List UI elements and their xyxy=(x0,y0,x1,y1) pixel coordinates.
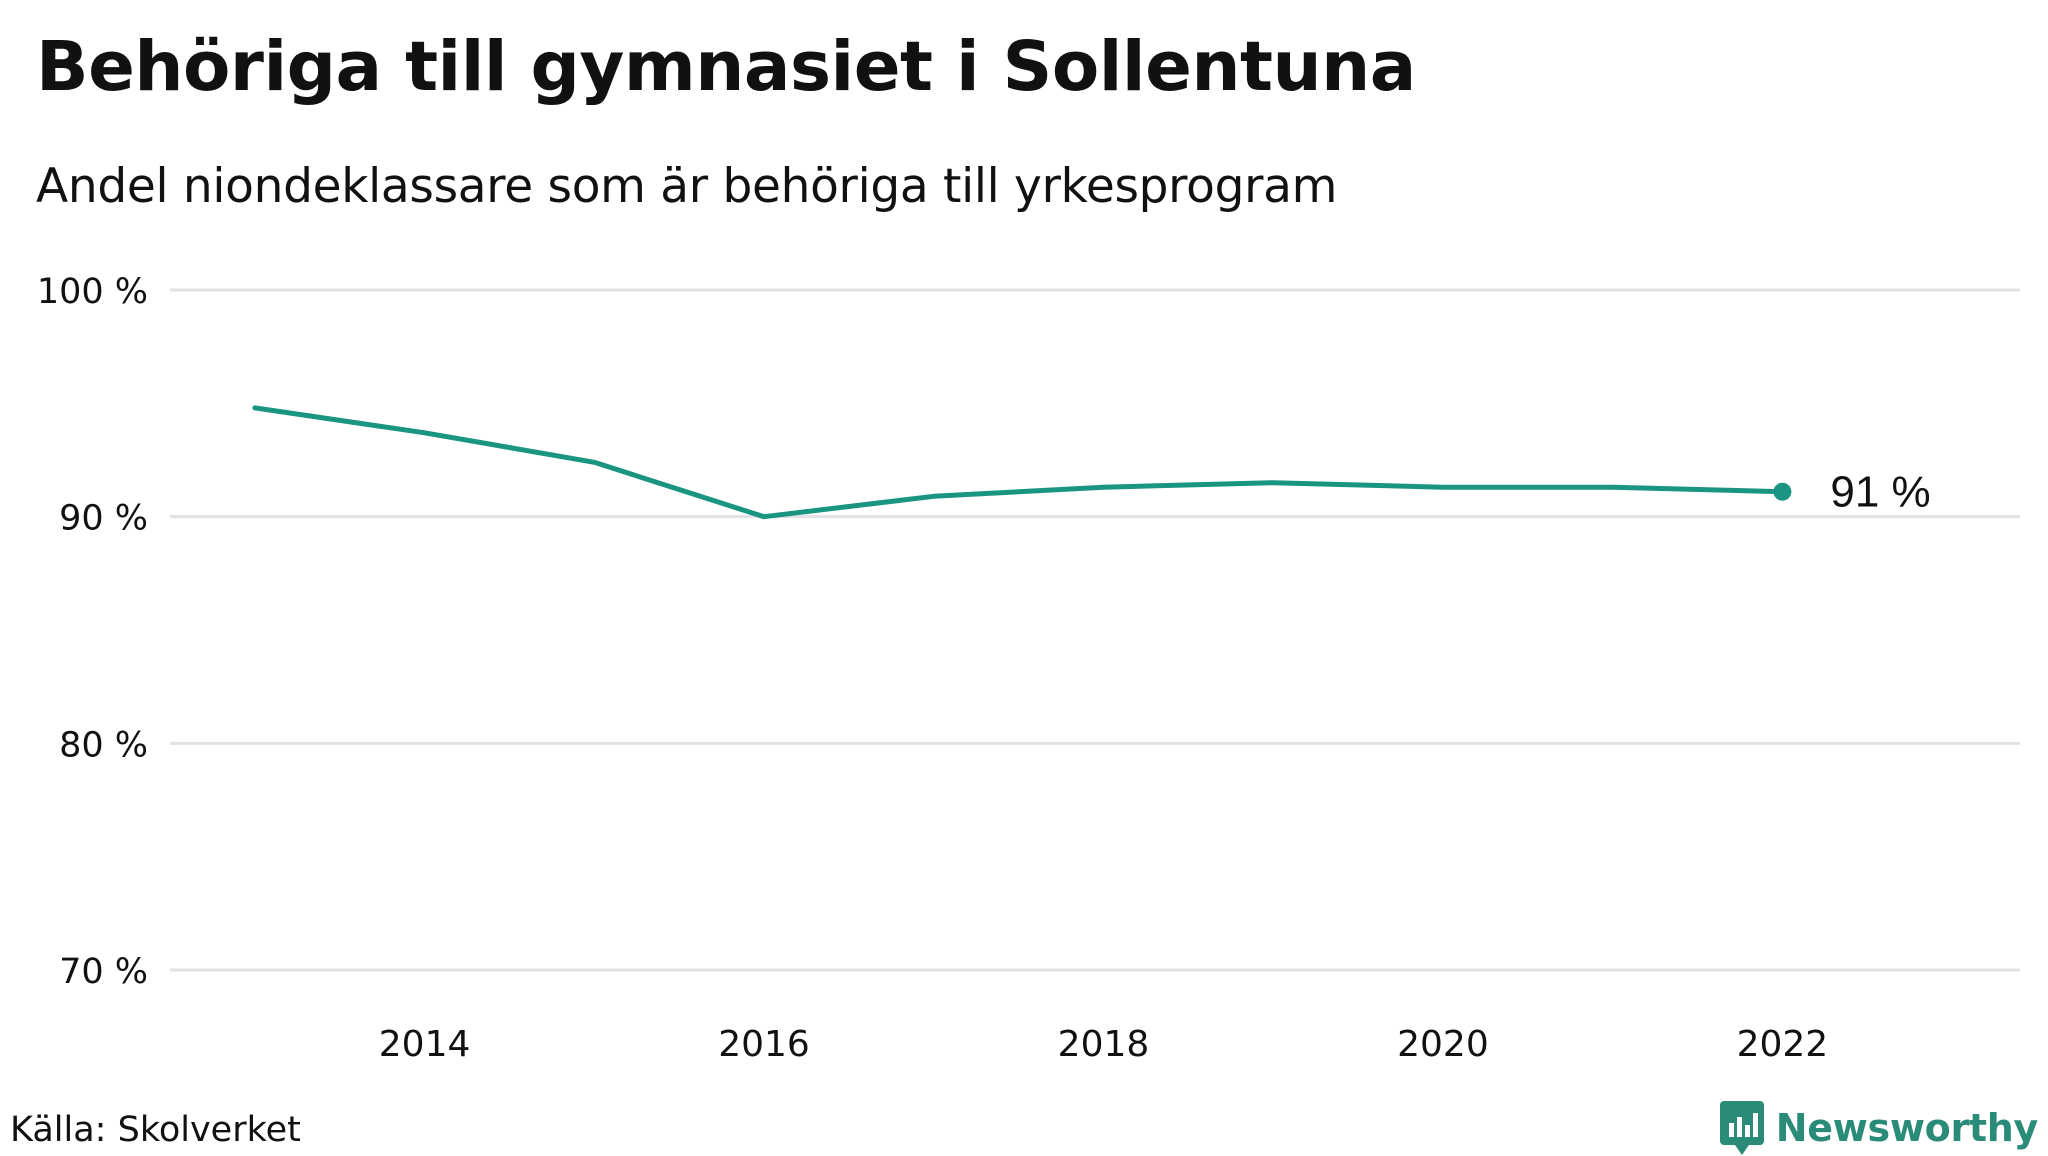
chart-subtitle: Andel niondeklassare som är behöriga til… xyxy=(36,159,1338,214)
x-tick-label: 2016 xyxy=(718,1024,810,1065)
series-end-point xyxy=(1773,482,1792,501)
x-tick-label: 2020 xyxy=(1397,1024,1489,1065)
x-tick-label: 2022 xyxy=(1737,1024,1829,1065)
newsworthy-logo-icon xyxy=(1719,1101,1764,1155)
y-tick-label: 90 % xyxy=(59,499,148,539)
brand-logo: Newsworthy xyxy=(1719,1100,2039,1156)
end-value-label: 91 % xyxy=(1830,468,1930,517)
x-tick-label: 2014 xyxy=(379,1024,471,1065)
x-tick-label: 2018 xyxy=(1058,1024,1150,1065)
brand-name: Newsworthy xyxy=(1775,1106,2039,1150)
y-tick-label: 70 % xyxy=(59,952,148,992)
chart-title: Behöriga till gymnasiet i Sollentuna xyxy=(36,27,1416,107)
grid-lines xyxy=(170,288,2020,972)
data-series: 91 % xyxy=(252,405,1931,520)
x-axis-tick-labels: 2014 2016 2018 2020 2022 xyxy=(379,1024,1828,1065)
line-chart: 70 % 80 % 90 % 100 % 2014 2016 2018 2020 2022 9… xyxy=(37,272,2020,1065)
y-tick-label: 100 % xyxy=(37,272,148,312)
y-axis-tick-labels: 70 % 80 % 90 % 100 % xyxy=(37,272,148,992)
y-tick-label: 80 % xyxy=(59,725,148,765)
series-line xyxy=(252,405,1785,520)
source-note: Källa: Skolverket xyxy=(10,1110,301,1150)
